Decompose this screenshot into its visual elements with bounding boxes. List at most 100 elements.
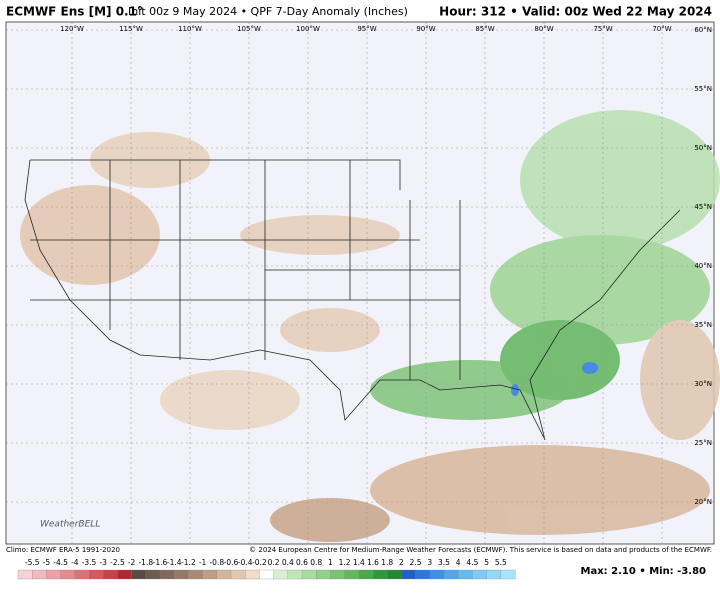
lat-label: 60°N <box>694 26 712 34</box>
colorbar-swatch <box>372 569 388 580</box>
colorbar-label: 1.4 <box>353 558 365 567</box>
lon-label: 70°W <box>652 25 671 33</box>
colorbar-swatch <box>131 569 147 580</box>
colorbar-swatch <box>159 569 175 580</box>
state-lines <box>30 160 461 380</box>
anomaly-fields <box>20 110 720 542</box>
colorbar-swatch <box>88 569 104 580</box>
colorbar-swatch <box>103 569 118 580</box>
logo: WeatherBELL <box>40 520 100 530</box>
wet-peak <box>511 384 519 396</box>
colorbar-label: -0.4 <box>238 558 253 567</box>
colorbar-label: 4.5 <box>466 558 478 567</box>
colorbar-swatch <box>500 569 516 580</box>
colorbar-label: -4 <box>71 558 79 567</box>
lat-label: 35°N <box>694 321 712 329</box>
subtitle: Init 00z 9 May 2024 • QPF 7-Day Anomaly … <box>128 5 408 18</box>
colorbar-swatch <box>174 569 189 580</box>
colorbar-label: -0.8 <box>209 558 224 567</box>
model: ECMWF Ens [M] 0.1° <box>6 5 143 19</box>
climo-note: Climo: ECMWF ERA-5 1991-2020 <box>6 546 120 554</box>
lon-label: 105°W <box>237 25 261 33</box>
colorbar-swatch <box>344 569 360 580</box>
colorbar-label: -2 <box>128 558 136 567</box>
colorbar-swatch <box>32 569 47 580</box>
colorbar-swatch <box>472 569 488 580</box>
dry-area <box>160 370 300 430</box>
colorbar-label: -1.6 <box>153 558 168 567</box>
colorbar-label: 2 <box>399 558 404 567</box>
colorbar-swatch <box>145 569 161 580</box>
colorbar-label: 1.2 <box>339 558 351 567</box>
colorbar-label: -1.2 <box>181 558 196 567</box>
colorbar-label: 5 <box>484 558 489 567</box>
colorbar-label: -3.5 <box>82 558 97 567</box>
colorbar-swatch <box>330 569 346 580</box>
colorbar-swatch <box>216 569 232 580</box>
colorbar-swatch <box>401 569 417 580</box>
colorbar-swatch <box>429 569 445 580</box>
colorbar-swatch <box>17 569 33 580</box>
valid-time: Hour: 312 • Valid: 00z Wed 22 May 2024 <box>439 5 712 19</box>
colorbar-label: -0.2 <box>252 558 267 567</box>
lon-label: 100°W <box>296 25 320 33</box>
lat-label: 25°N <box>694 439 712 447</box>
colorbar-label: -0.6 <box>224 558 239 567</box>
lat-label: 40°N <box>694 262 712 270</box>
colorbar-swatch <box>46 569 62 580</box>
colorbar-label: 0.2 <box>268 558 280 567</box>
wet-peak <box>582 362 598 374</box>
colorbar-swatch <box>443 569 459 580</box>
colorbar-swatch <box>316 569 331 580</box>
colorbar-label: -5 <box>43 558 51 567</box>
colorbar-swatch <box>273 569 289 580</box>
colorbar-swatch <box>458 569 473 580</box>
copyright: © 2024 European Centre for Medium-Range … <box>249 546 712 554</box>
wet-area <box>490 235 710 345</box>
colorbar-swatch <box>287 569 303 580</box>
colorbar-swatch <box>387 569 402 580</box>
lat-label: 20°N <box>694 498 712 506</box>
colorbar-swatch <box>74 569 90 580</box>
wet-area <box>520 110 720 250</box>
colorbar-label: 4 <box>456 558 461 567</box>
lon-label: 120°W <box>60 25 84 33</box>
lat-label: 30°N <box>694 380 712 388</box>
boundaries <box>24 159 681 441</box>
colorbar-label: -4.5 <box>53 558 68 567</box>
dry-area <box>240 215 400 255</box>
colorbar-swatch <box>202 569 218 580</box>
colorbar-label: -5.5 <box>25 558 40 567</box>
colorbar-label: 1.8 <box>381 558 393 567</box>
colorbar-label: -1.4 <box>167 558 182 567</box>
lat-label: 45°N <box>694 203 712 211</box>
lon-label: 95°W <box>357 25 376 33</box>
max-min: Max: 2.10 • Min: -3.80 <box>581 566 707 577</box>
colorbar-label: 2.5 <box>410 558 422 567</box>
colorbar-swatch <box>245 569 260 580</box>
lon-label: 110°W <box>178 25 202 33</box>
colorbar-swatch <box>230 569 246 580</box>
lon-label: 80°W <box>534 25 553 33</box>
colorbar-label: 3.5 <box>438 558 450 567</box>
lon-label: 75°W <box>593 25 612 33</box>
header-bar <box>0 0 720 22</box>
colorbar-label: 5.5 <box>495 558 507 567</box>
colorbar-label: 3 <box>427 558 432 567</box>
dry-area <box>280 308 380 352</box>
dry-area <box>270 498 390 542</box>
colorbar-label: -1 <box>199 558 207 567</box>
colorbar-swatch <box>60 569 76 580</box>
latitude-labels: 60°N 55°N 50°N 45°N 40°N 35°N 30°N 25°N 20°N <box>694 26 712 506</box>
colorbar-swatch <box>358 569 374 580</box>
colorbar-swatch <box>259 569 275 580</box>
colorbar-swatch <box>415 569 431 580</box>
colorbar-label: 1 <box>328 558 333 567</box>
longitude-labels: 120°W 115°W 110°W 105°W 100°W 95°W 90°W 85°W 80°… <box>60 25 672 33</box>
map: 120°W 115°W 110°W 105°W 100°W 95°W 90°W 85°W 80°… <box>5 21 720 545</box>
colorbar-swatch <box>117 569 133 580</box>
lon-label: 85°W <box>475 25 494 33</box>
dry-area <box>20 185 160 285</box>
lat-label: 55°N <box>694 85 712 93</box>
